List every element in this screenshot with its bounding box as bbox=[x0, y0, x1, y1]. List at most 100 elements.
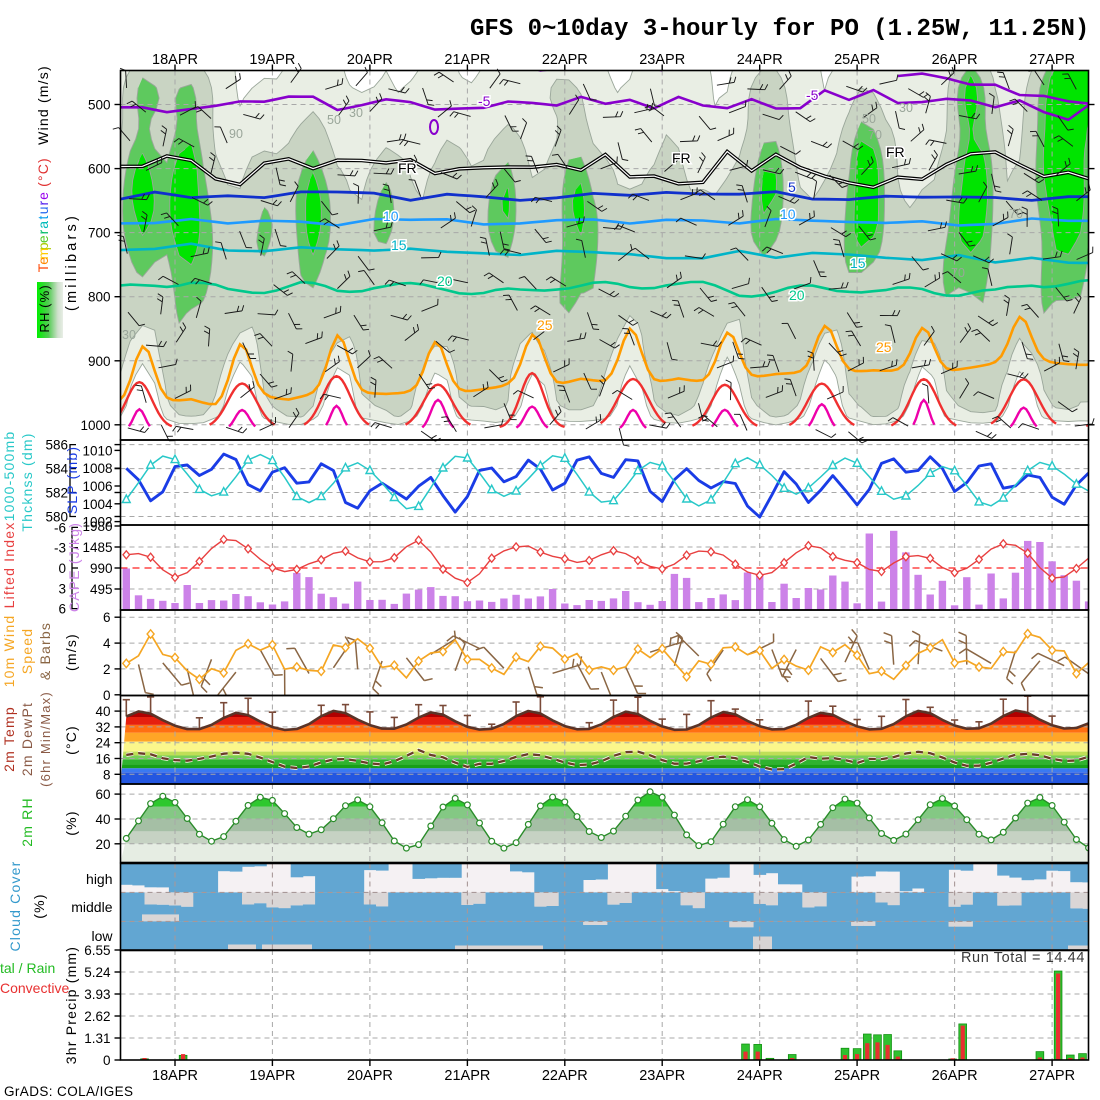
svg-text:32: 32 bbox=[95, 720, 110, 735]
svg-text:SLP (mb): SLP (mb) bbox=[64, 446, 80, 514]
svg-text:t: t bbox=[35, 216, 51, 220]
svg-text:& Barbs: & Barbs bbox=[37, 622, 53, 680]
svg-text:r: r bbox=[35, 201, 51, 206]
svg-text:20: 20 bbox=[437, 273, 453, 289]
svg-text:2m Temp: 2m Temp bbox=[1, 706, 17, 772]
svg-text:1000-500mb: 1000-500mb bbox=[1, 431, 17, 522]
svg-text:800: 800 bbox=[88, 290, 111, 305]
svg-text:m: m bbox=[35, 248, 51, 260]
svg-text:1006: 1006 bbox=[82, 479, 112, 494]
svg-text:3: 3 bbox=[58, 581, 66, 596]
svg-text:tal / Rain: tal / Rain bbox=[0, 960, 55, 976]
svg-text:Cloud Cover: Cloud Cover bbox=[7, 860, 23, 951]
svg-text:25: 25 bbox=[537, 317, 553, 333]
svg-text:22APR: 22APR bbox=[542, 52, 588, 68]
svg-text:-5: -5 bbox=[478, 93, 491, 109]
svg-text:16: 16 bbox=[95, 752, 110, 767]
svg-text:15: 15 bbox=[391, 237, 407, 253]
svg-text:Wind (m/s): Wind (m/s) bbox=[35, 65, 51, 145]
svg-text:10m Wind: 10m Wind bbox=[1, 615, 17, 688]
svg-text:e: e bbox=[35, 235, 51, 243]
svg-text:3hr Precip (mm): 3hr Precip (mm) bbox=[63, 946, 79, 1064]
svg-text:50: 50 bbox=[862, 112, 876, 126]
svg-text:21APR: 21APR bbox=[444, 52, 490, 68]
svg-text:20APR: 20APR bbox=[347, 52, 393, 68]
svg-text:30: 30 bbox=[122, 328, 136, 342]
svg-text:(m/s): (m/s) bbox=[63, 633, 79, 671]
svg-text:(°C): (°C) bbox=[63, 725, 79, 755]
svg-text:high: high bbox=[86, 871, 112, 887]
svg-text:495: 495 bbox=[90, 582, 113, 597]
svg-text:580: 580 bbox=[45, 510, 68, 525]
svg-text:2m RH: 2m RH bbox=[19, 797, 35, 847]
svg-text:GFS 0~10day 3-hourly for PO (1: GFS 0~10day 3-hourly for PO (1.25W, 11.2… bbox=[470, 16, 1089, 43]
svg-text:1.31: 1.31 bbox=[84, 1031, 110, 1046]
svg-text:23APR: 23APR bbox=[639, 1068, 685, 1084]
svg-text:p: p bbox=[35, 242, 51, 250]
svg-text:10: 10 bbox=[780, 206, 796, 222]
svg-text:0: 0 bbox=[103, 688, 111, 703]
svg-text:10: 10 bbox=[780, 206, 796, 222]
svg-text:25: 25 bbox=[537, 317, 553, 333]
svg-text:500: 500 bbox=[88, 98, 111, 113]
svg-text:70: 70 bbox=[1009, 207, 1023, 221]
svg-text:Speed: Speed bbox=[19, 628, 35, 674]
svg-text:(millibars): (millibars) bbox=[64, 213, 80, 311]
svg-text:u: u bbox=[35, 207, 51, 215]
svg-text:-5: -5 bbox=[806, 87, 819, 103]
svg-text:Thcknss (dm): Thcknss (dm) bbox=[19, 432, 35, 531]
svg-text:1002: 1002 bbox=[82, 515, 112, 530]
svg-text:2m DewPt: 2m DewPt bbox=[19, 702, 35, 776]
svg-text:25: 25 bbox=[876, 339, 892, 355]
svg-text:18APR: 18APR bbox=[152, 52, 198, 68]
svg-text:-5: -5 bbox=[478, 93, 491, 109]
svg-text:-6: -6 bbox=[54, 520, 66, 535]
svg-text:700: 700 bbox=[88, 226, 111, 241]
svg-text:-5: -5 bbox=[806, 87, 819, 103]
svg-text:24: 24 bbox=[95, 736, 111, 751]
svg-text:25APR: 25APR bbox=[834, 1068, 880, 1084]
svg-text:4: 4 bbox=[103, 636, 111, 651]
svg-text:15: 15 bbox=[391, 237, 407, 253]
svg-text:(°C): (°C) bbox=[35, 157, 51, 187]
svg-text:600: 600 bbox=[88, 162, 111, 177]
svg-text:low: low bbox=[91, 928, 113, 944]
svg-text:21APR: 21APR bbox=[444, 1068, 490, 1084]
svg-text:(%): (%) bbox=[31, 893, 47, 918]
svg-text:990: 990 bbox=[90, 561, 113, 576]
svg-text:3.93: 3.93 bbox=[84, 987, 110, 1002]
svg-text:0: 0 bbox=[58, 561, 66, 576]
svg-text:582: 582 bbox=[45, 486, 68, 501]
svg-text:6.55: 6.55 bbox=[84, 943, 110, 958]
svg-text:30: 30 bbox=[349, 106, 363, 120]
svg-text:60: 60 bbox=[95, 787, 110, 802]
svg-text:90: 90 bbox=[229, 127, 243, 141]
svg-text:6: 6 bbox=[103, 610, 111, 625]
svg-text:(%): (%) bbox=[63, 810, 79, 835]
svg-text:r: r bbox=[35, 229, 51, 234]
svg-text:20: 20 bbox=[95, 837, 110, 852]
svg-text:1004: 1004 bbox=[82, 497, 113, 512]
svg-text:25: 25 bbox=[876, 339, 892, 355]
svg-text:FR: FR bbox=[398, 160, 417, 176]
svg-text:23APR: 23APR bbox=[639, 52, 685, 68]
svg-text:5.24: 5.24 bbox=[84, 965, 111, 980]
svg-text:2.62: 2.62 bbox=[84, 1009, 110, 1024]
svg-text:6: 6 bbox=[58, 602, 66, 617]
svg-text:Run Total = 14.44: Run Total = 14.44 bbox=[961, 950, 1085, 966]
svg-text:20: 20 bbox=[789, 287, 805, 303]
svg-text:40: 40 bbox=[95, 704, 110, 719]
svg-text:22APR: 22APR bbox=[542, 1068, 588, 1084]
svg-text:15: 15 bbox=[850, 255, 866, 271]
svg-text:FR: FR bbox=[886, 144, 905, 160]
svg-text:70: 70 bbox=[868, 128, 882, 142]
svg-text:586: 586 bbox=[45, 438, 68, 453]
svg-text:584: 584 bbox=[45, 462, 68, 477]
svg-text:FR: FR bbox=[398, 160, 417, 176]
svg-text:26APR: 26APR bbox=[932, 1068, 978, 1084]
svg-text:-3: -3 bbox=[54, 541, 66, 556]
svg-text:e: e bbox=[35, 192, 51, 200]
svg-text:FR: FR bbox=[672, 150, 691, 166]
svg-text:900: 900 bbox=[88, 354, 111, 369]
svg-text:8: 8 bbox=[103, 767, 111, 782]
